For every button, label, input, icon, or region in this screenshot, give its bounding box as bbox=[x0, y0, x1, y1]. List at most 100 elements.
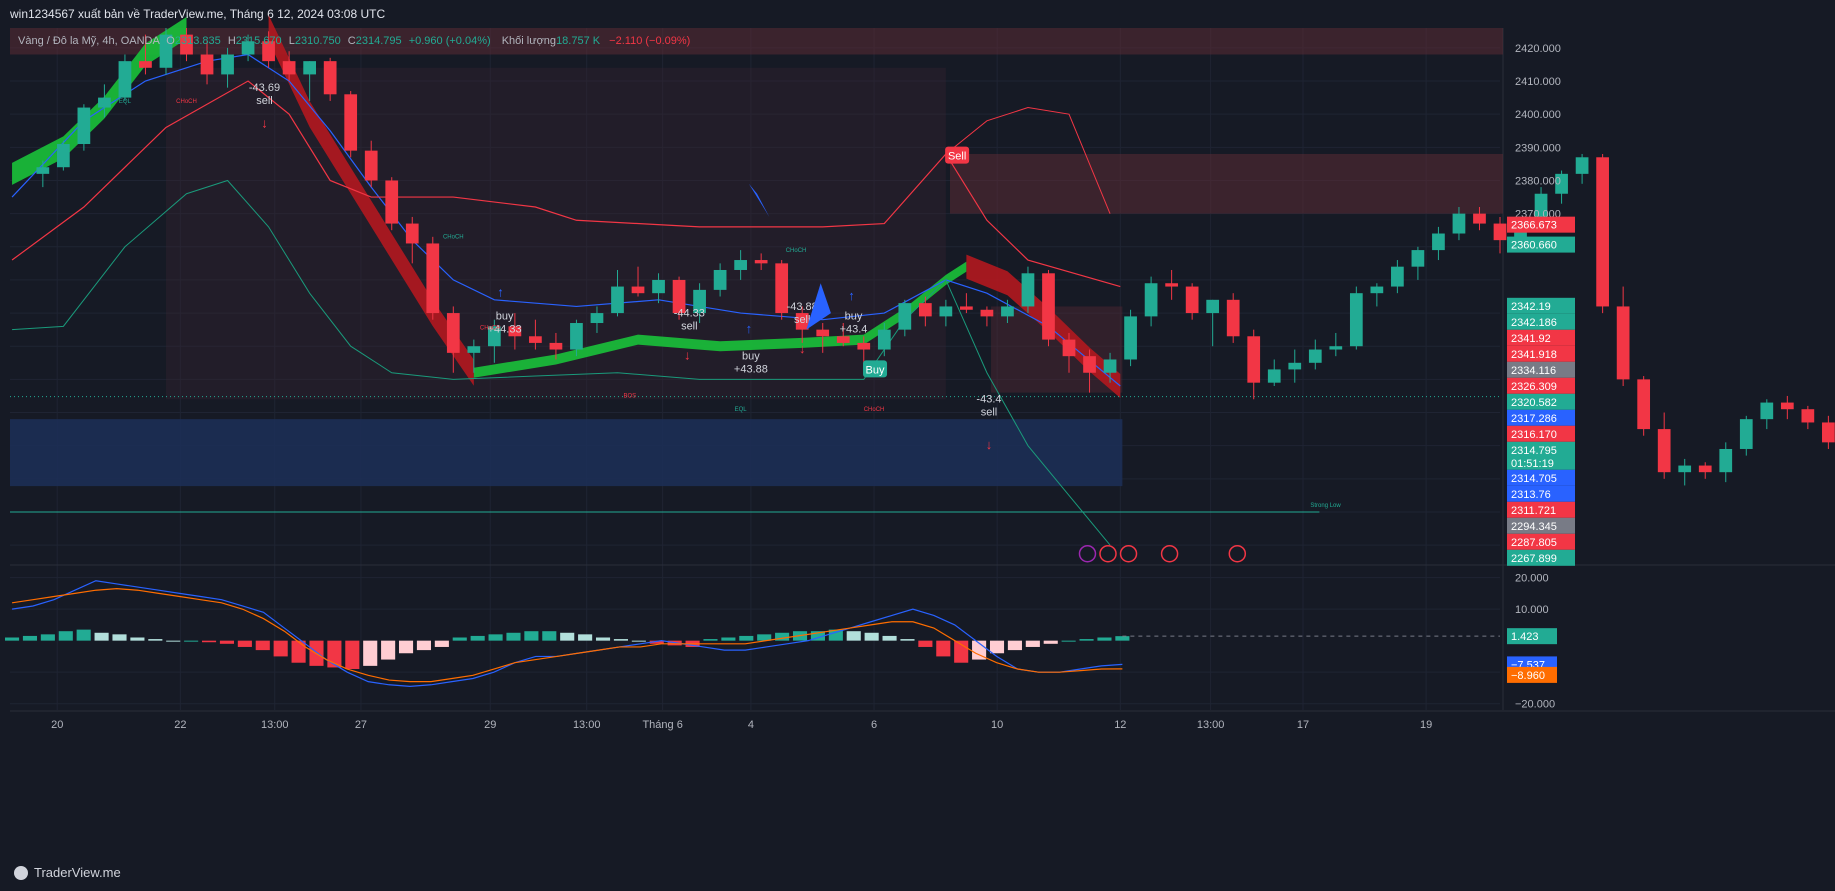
candle-body bbox=[1801, 409, 1815, 423]
close-value: 2314.795 bbox=[355, 35, 402, 47]
macd-histogram-bar bbox=[1025, 640, 1040, 647]
signal-arrow-icon: ↓ bbox=[684, 347, 691, 362]
signal-arrow-icon: ↓ bbox=[986, 437, 993, 452]
macd-histogram-bar bbox=[470, 635, 485, 641]
candle bbox=[1021, 266, 1035, 314]
candle bbox=[487, 319, 501, 363]
macd-histogram-bar bbox=[828, 629, 843, 641]
big-up-arrow-icon bbox=[806, 283, 831, 330]
candle bbox=[836, 323, 850, 347]
candle-body bbox=[1042, 273, 1055, 340]
macd-histogram-bar bbox=[631, 640, 646, 642]
signal-tag-label: Sell bbox=[948, 151, 966, 163]
symbol-legend: Vàng / Đô la Mỹ, 4h, OANDA O2313.835 H23… bbox=[18, 35, 690, 47]
candle bbox=[1596, 153, 1609, 314]
ema-blue-line bbox=[11, 53, 1121, 387]
time-tick-label: 29 bbox=[484, 719, 496, 731]
macd-histogram-bar bbox=[291, 640, 306, 663]
candle bbox=[1206, 299, 1220, 347]
candle bbox=[734, 250, 747, 280]
symbol-name[interactable]: Vàng / Đô la Mỹ, 4h, OANDA bbox=[18, 35, 160, 47]
time-tick-label: 6 bbox=[871, 719, 877, 731]
structure-label: BOS bbox=[623, 394, 636, 400]
macd-histogram-bar bbox=[76, 629, 91, 641]
candle bbox=[282, 51, 296, 82]
candle bbox=[364, 140, 378, 188]
candle bbox=[939, 299, 953, 327]
candle-body bbox=[816, 329, 830, 337]
candle-body bbox=[570, 323, 583, 350]
candle-body bbox=[1596, 157, 1609, 307]
structure-label: CHoCH bbox=[443, 234, 464, 240]
candle bbox=[652, 273, 665, 304]
candle-body bbox=[1288, 362, 1302, 370]
macd-tick-label: 10.000 bbox=[1515, 604, 1549, 616]
signal-tag-label: Buy bbox=[866, 364, 885, 376]
volume-label: Khối lượng bbox=[501, 35, 557, 47]
macd-histogram-bar bbox=[1079, 639, 1094, 641]
structure-label: EQL bbox=[735, 407, 748, 413]
candle-body bbox=[221, 54, 234, 75]
price-badge bbox=[1507, 216, 1575, 233]
candle-body bbox=[1411, 250, 1425, 267]
candle bbox=[200, 41, 214, 85]
time-tick-label: 13:00 bbox=[1197, 719, 1225, 731]
macd-histogram-bar bbox=[1007, 640, 1022, 651]
macd-histogram-bar bbox=[363, 640, 378, 666]
macd-tick-label: 20.000 bbox=[1515, 573, 1549, 585]
event-lightning-icon bbox=[1078, 544, 1097, 563]
signal-label-line: -44.33 bbox=[674, 307, 705, 319]
candle bbox=[1288, 349, 1302, 383]
candle bbox=[693, 283, 706, 324]
candle-body bbox=[1637, 379, 1651, 430]
brand-logo[interactable]: TraderView.me bbox=[14, 865, 121, 880]
candle-body bbox=[918, 303, 932, 317]
candle bbox=[36, 160, 50, 188]
candle-body bbox=[200, 54, 214, 75]
macd-layer bbox=[5, 580, 1500, 687]
candle-body bbox=[487, 326, 501, 347]
structure-label: CHoCH bbox=[480, 326, 501, 332]
candle bbox=[241, 34, 255, 62]
price-badge-label: 2267.899 bbox=[1511, 553, 1557, 565]
time-tick-label: 10 bbox=[991, 719, 1003, 731]
candle-body bbox=[1329, 346, 1343, 350]
time-tick-label: 13:00 bbox=[261, 719, 289, 731]
price-badge-label: 2316.170 bbox=[1511, 429, 1557, 441]
macd-histogram-bar bbox=[94, 632, 109, 641]
candle bbox=[754, 253, 768, 270]
candle bbox=[980, 306, 994, 327]
candle-body bbox=[898, 303, 912, 330]
signal-label: -43.88 sell bbox=[787, 301, 818, 326]
candle-body bbox=[939, 306, 953, 317]
macd-histogram-bar bbox=[237, 640, 252, 647]
candle-body bbox=[364, 150, 378, 181]
supply-zone-top bbox=[10, 28, 1503, 55]
price-badge bbox=[1507, 425, 1575, 442]
candle-body bbox=[693, 289, 706, 314]
macd-histogram-bar bbox=[398, 640, 414, 654]
macd-histogram-bar bbox=[739, 635, 754, 641]
change-value: +0.960 (+0.04%) bbox=[408, 35, 491, 47]
high-value: 2315.670 bbox=[235, 35, 282, 47]
structure-label: CHoCH bbox=[176, 99, 197, 105]
signal-arrow-icon: ↑ bbox=[848, 288, 855, 303]
macd-histogram-bar bbox=[936, 640, 951, 657]
price-badge-label: 2342.19 bbox=[1511, 301, 1551, 313]
indicator-lines-layer bbox=[10, 53, 1500, 546]
candle bbox=[775, 260, 789, 320]
macd-histogram-bar bbox=[721, 637, 736, 641]
signal-label-line: sell bbox=[794, 314, 811, 326]
candle-body bbox=[405, 223, 419, 244]
candle bbox=[1801, 405, 1815, 430]
brand-icon bbox=[14, 865, 28, 880]
price-badge bbox=[1507, 313, 1575, 330]
price-badge-label: 2294.345 bbox=[1511, 521, 1557, 533]
candle-body bbox=[77, 107, 91, 145]
candle bbox=[1555, 170, 1568, 204]
candle-body bbox=[241, 41, 255, 55]
candle bbox=[1637, 376, 1651, 436]
candle bbox=[508, 313, 522, 350]
